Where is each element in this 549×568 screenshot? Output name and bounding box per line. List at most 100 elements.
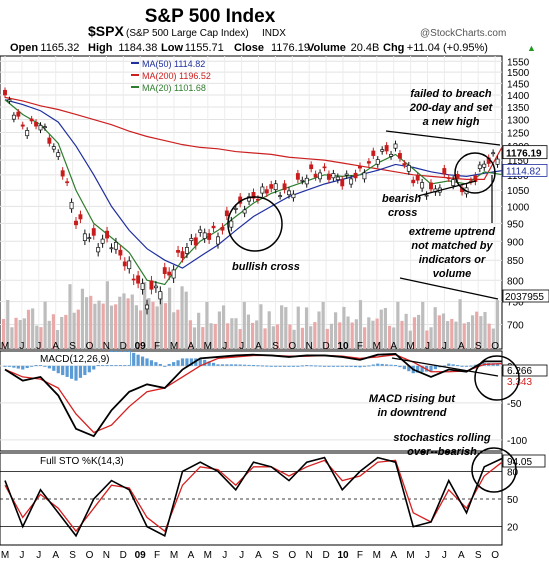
volume-bar — [213, 323, 217, 349]
annotation-bullish: bullish cross — [232, 261, 300, 273]
sto-tick-label: 50 — [507, 495, 519, 506]
candle-body — [451, 179, 456, 186]
macd-hist-bar — [260, 365, 264, 367]
volume-bar — [47, 320, 51, 349]
volume-bar — [39, 327, 43, 349]
macd-hist-bar — [189, 358, 193, 366]
candle-body — [491, 152, 496, 155]
annotation-failed: failed to breach 200-day and set a new h… — [409, 88, 494, 128]
sto-x-label: M — [204, 550, 212, 561]
macd-hist-bar — [43, 365, 47, 367]
volume-bar — [487, 323, 491, 349]
candle-body — [331, 173, 336, 179]
volume-bar — [267, 311, 271, 349]
sto-x-label: J — [425, 550, 430, 561]
price-x-label: M — [373, 341, 381, 352]
candle-body — [171, 269, 176, 279]
candle-body — [260, 186, 265, 194]
volume-bar — [126, 298, 130, 349]
macd-hist-bar — [447, 363, 451, 366]
macd-hist-bar — [416, 365, 420, 373]
volume-bar — [392, 327, 396, 349]
x-axis-bottom: M J J A S O N D 09 F M A M J J A S O N D 10 F M A M J J A S O — [1, 550, 499, 561]
candle-body — [300, 179, 305, 182]
candle-body — [420, 182, 425, 189]
x-axis-top: M J J A S O N D 09 F M A M J J A S O N D 10 F M A M J J A S O — [1, 341, 499, 352]
sto-tick-label: 20 — [507, 523, 519, 534]
volume-bar — [271, 326, 275, 349]
candle-body — [16, 111, 21, 117]
candle-body — [65, 181, 70, 184]
quote-value-4: 20.4B — [351, 42, 380, 54]
volume-bar — [35, 325, 39, 349]
legend: MA(50) 1114.82 MA(200) 1196.52 MA(20) 1101… — [131, 59, 211, 93]
candle-body — [233, 208, 238, 210]
macd-hist-bar — [247, 364, 251, 366]
macd-hist-bar — [300, 365, 304, 367]
macd-hist-bar — [340, 365, 344, 367]
sto-lines — [4, 456, 503, 538]
sto-title: Full STO %K(14,3) — [40, 456, 124, 467]
candle-body — [47, 137, 52, 144]
volume-bar — [151, 301, 155, 349]
quote-value-3: 1176.19 — [271, 42, 310, 54]
macd-title: MACD(12,26,9) — [40, 354, 109, 365]
candle-body — [362, 172, 367, 180]
volume-bar — [97, 300, 101, 349]
candle-body — [29, 118, 34, 122]
volume-bar — [172, 312, 176, 349]
macd-hist-bar — [65, 365, 69, 377]
candle-body — [42, 126, 47, 129]
price-tick-label: 800 — [507, 276, 524, 287]
volume-bar — [93, 303, 97, 349]
volume-bar — [470, 315, 475, 349]
sto-x-label: J — [36, 550, 41, 561]
volume-bar — [226, 323, 230, 349]
volume-bar — [180, 286, 184, 349]
macd-hist-bar — [362, 365, 367, 367]
price-tick-label: 1500 — [507, 68, 530, 79]
sto-x-label: J — [19, 550, 24, 561]
candle-body — [189, 238, 194, 242]
candle-body — [202, 232, 207, 239]
price-x-label: N — [103, 341, 110, 352]
volume-bar — [251, 322, 255, 349]
candle-body — [224, 210, 229, 217]
sto-x-label: M — [406, 550, 414, 561]
candle-body — [153, 285, 158, 289]
quote-label-3: Close — [234, 42, 264, 54]
candle-body — [313, 173, 318, 178]
quote-label-0: Open — [10, 42, 38, 54]
macd-hist-bar — [87, 365, 91, 373]
volume-bar — [350, 322, 354, 349]
ma20-line — [4, 99, 503, 286]
candle-body — [109, 247, 114, 250]
price-tick-label: 1550 — [507, 57, 530, 68]
candle-body — [74, 220, 78, 226]
volume-bar — [80, 288, 85, 349]
price-x-label: O — [86, 341, 94, 352]
sto-tick-label: 80 — [507, 467, 519, 478]
macd-hist-bar — [469, 365, 473, 367]
candle-body — [207, 233, 212, 240]
candle-body — [264, 189, 269, 194]
volume-bar — [246, 314, 251, 349]
macd-hist-bar — [442, 365, 446, 367]
candle-body — [96, 247, 101, 253]
candle-body — [127, 260, 132, 270]
macd-line — [4, 353, 502, 438]
volume-bar — [14, 317, 18, 349]
sto-x-label: M — [1, 550, 9, 561]
candle-body — [20, 124, 25, 127]
candle-body — [220, 226, 225, 231]
macd-hist-bar — [327, 365, 331, 367]
svg-text:200-day and set: 200-day and set — [409, 102, 494, 114]
candle-body — [371, 150, 376, 156]
macd-hist-bar — [322, 365, 327, 367]
macd-hist-bar — [163, 365, 167, 367]
svg-text:MACD rising but: MACD rising but — [369, 393, 456, 405]
price-x-label: M — [204, 341, 212, 352]
macd-hist-bar — [229, 364, 233, 366]
annotation-extreme: extreme uptrend not matched by indicator… — [409, 226, 495, 280]
